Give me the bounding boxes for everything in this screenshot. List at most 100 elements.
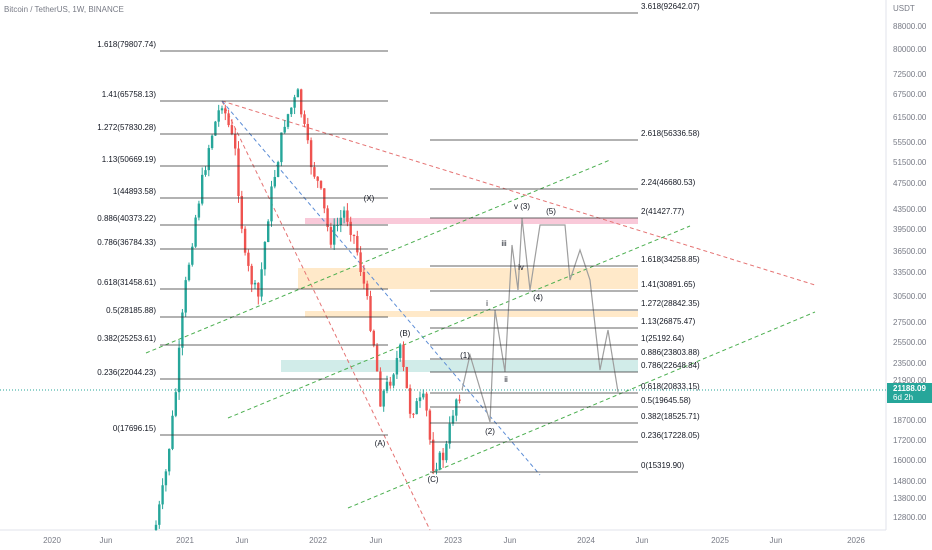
candle-body <box>217 110 220 122</box>
candle-body <box>267 221 270 243</box>
fib-label: 1.618(34258.85) <box>641 255 700 264</box>
price-tick-label: 36500.00 <box>893 247 927 256</box>
wave-label: v (3) <box>514 202 530 211</box>
candle-body <box>204 170 207 175</box>
candle-body <box>392 374 395 386</box>
candle-body <box>250 265 253 285</box>
fib-label: 1.41(30891.65) <box>641 280 696 289</box>
wave-label: (1) <box>460 351 470 360</box>
candle-body <box>197 203 201 218</box>
candle-body <box>184 280 187 313</box>
candle-body <box>458 399 461 401</box>
wave-label: (5) <box>546 207 556 216</box>
price-axis-unit: USDT <box>893 4 915 13</box>
candle-body <box>326 208 329 228</box>
time-tick-label: 2023 <box>444 536 462 545</box>
candle-body <box>438 452 441 470</box>
candle-body <box>290 107 293 115</box>
candle-body <box>201 174 204 204</box>
candle-body <box>362 272 366 284</box>
current-price-badge <box>887 383 932 403</box>
time-tick-label: 2024 <box>577 536 595 545</box>
price-tick-label: 17200.00 <box>893 436 927 445</box>
time-tick-label: Jun <box>504 536 517 545</box>
price-tick-label: 51500.00 <box>893 158 927 167</box>
time-tick-label: Jun <box>636 536 649 545</box>
candle-body <box>389 381 392 386</box>
candle-body <box>352 234 356 237</box>
fib-label: 1(25192.64) <box>641 334 684 343</box>
fib-label: 1.13(50669.19) <box>102 155 157 164</box>
price-tick-label: 16000.00 <box>893 456 927 465</box>
fib-label: 1(44893.58) <box>113 187 156 196</box>
candle-body <box>412 413 415 415</box>
fib-label: 1.618(79807.74) <box>97 40 156 49</box>
price-tick-label: 39500.00 <box>893 225 927 234</box>
candle-body <box>402 344 405 368</box>
price-tick-label: 88000.00 <box>893 22 927 31</box>
wave-label: (C) <box>427 475 438 484</box>
time-tick-label: Jun <box>100 536 113 545</box>
fib-label: 0.236(17228.05) <box>641 431 700 440</box>
wave-label: (X) <box>364 194 375 203</box>
candle-body <box>224 108 227 114</box>
price-tick-label: 27500.00 <box>893 318 927 327</box>
candle-body <box>181 312 184 348</box>
zone-orange-small <box>305 311 638 317</box>
fib-label: 0.786(22648.84) <box>641 361 700 370</box>
candle-body <box>346 210 349 222</box>
candle-body <box>300 89 303 115</box>
fib-label: 0.786(36784.33) <box>97 238 156 247</box>
candle-body <box>372 330 375 346</box>
candle-body <box>158 504 161 525</box>
wave-label: ii <box>504 375 508 384</box>
price-tick-label: 30500.00 <box>893 292 927 301</box>
candle-body <box>349 221 352 235</box>
price-tick-label: 18700.00 <box>893 416 927 425</box>
candle-body <box>174 392 177 416</box>
price-tick-label: 12800.00 <box>893 513 927 522</box>
candle-body <box>428 410 432 440</box>
candle-body <box>293 97 296 108</box>
fib-label: 2.24(46680.53) <box>641 178 696 187</box>
time-tick-label: 2026 <box>847 536 865 545</box>
candle-body <box>399 344 402 358</box>
price-tick-label: 47500.00 <box>893 179 927 188</box>
fib-label: 0.236(22044.23) <box>97 368 156 377</box>
candle-body <box>270 186 273 222</box>
wave-label: i <box>486 299 488 308</box>
candle-body <box>210 135 214 149</box>
current-price: 21188.09 <box>893 384 926 393</box>
candle-body <box>375 345 379 372</box>
candle-body <box>425 393 428 411</box>
price-tick-label: 33500.00 <box>893 268 927 277</box>
candle-body <box>451 415 455 424</box>
candle-body <box>240 195 243 229</box>
candle-body <box>319 180 323 189</box>
zone-orange <box>298 268 638 289</box>
fib-label: 0.886(23803.88) <box>641 348 700 357</box>
candle-body <box>441 452 445 461</box>
time-tick-label: 2021 <box>176 536 194 545</box>
candle-body <box>280 132 283 163</box>
price-tick-label: 23500.00 <box>893 359 927 368</box>
candle-body <box>316 176 319 181</box>
price-tick-label: 21900.00 <box>893 376 927 385</box>
fib-label: 3.618(92642.07) <box>641 2 700 11</box>
fib-label: 0.382(25253.61) <box>97 334 156 343</box>
fib-label: 0.382(18525.71) <box>641 412 700 421</box>
wave-label: (2) <box>485 427 495 436</box>
candle-body <box>313 167 316 177</box>
price-tick-label: 55500.00 <box>893 138 927 147</box>
candle-body <box>369 296 372 331</box>
fib-label: 0(15319.90) <box>641 461 684 470</box>
candle-body <box>455 399 458 416</box>
symbol-title: Bitcoin / TetherUS, 1W, BINANCE <box>4 5 124 14</box>
candle-body <box>260 269 263 297</box>
price-tick-label: 72500.00 <box>893 70 927 79</box>
candle-body <box>379 371 382 407</box>
wave-label: iv <box>518 263 524 272</box>
candle-body <box>230 125 234 135</box>
candle-body <box>187 264 191 281</box>
fib-label: 0.618(20833.15) <box>641 382 700 391</box>
